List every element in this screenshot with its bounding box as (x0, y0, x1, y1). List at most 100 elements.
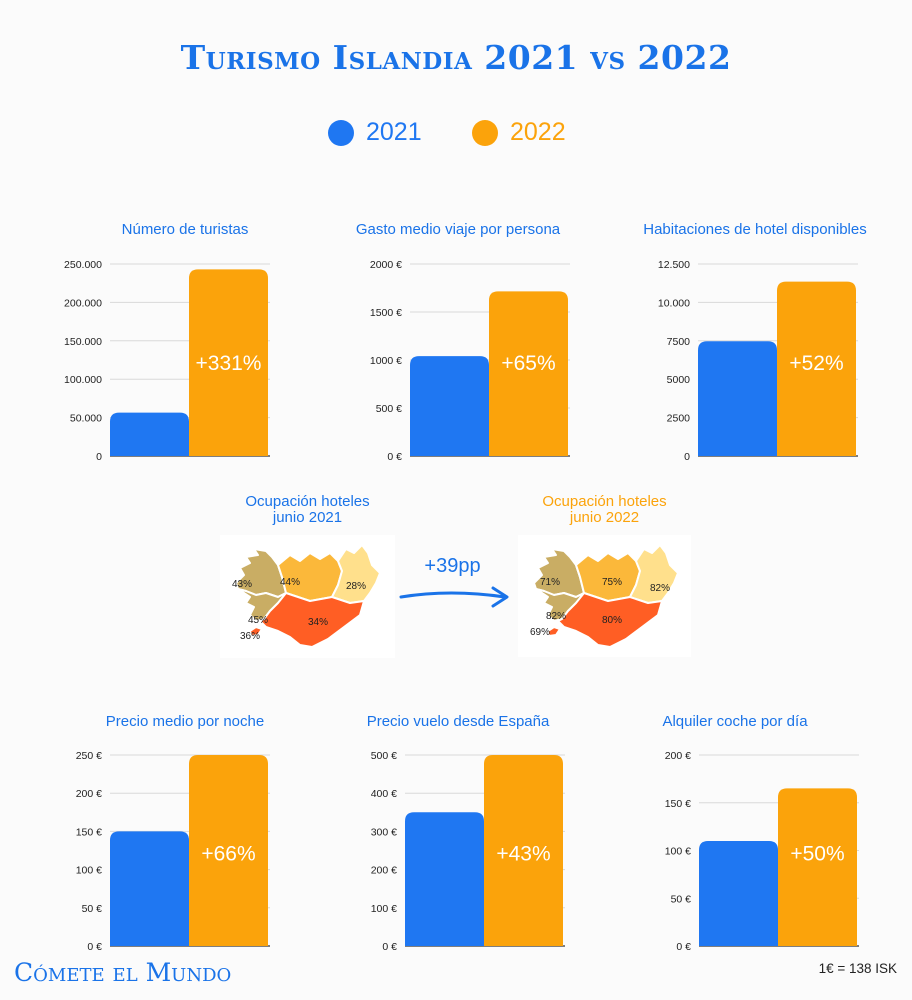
bar-2022 (189, 269, 268, 456)
y-tick-label: 50.000 (70, 413, 102, 425)
y-tick-label: 100 € (665, 846, 691, 858)
legend-swatch-2021 (328, 119, 354, 146)
legend-swatch-2022 (472, 119, 498, 146)
chart-plot: 0 € 500 € 1000 € 1500 € 2000 € +65% (370, 259, 570, 463)
y-tick-label: 200 € (665, 750, 691, 762)
y-tick-label: 10.000 (658, 297, 690, 309)
map-delta-label: +39pp (424, 555, 481, 577)
iceland-map-2022: 71% 75% 82% 82% 80% 69% (518, 535, 691, 657)
legend-label-2021: 2021 (366, 118, 422, 146)
legend: 2021 2022 (0, 118, 912, 158)
map-region-south (557, 592, 663, 648)
map-region-southwest (547, 626, 561, 637)
bar-2021 (110, 831, 189, 946)
y-tick-label: 1500 € (370, 307, 402, 319)
y-tick-label: 12.500 (658, 259, 690, 271)
y-tick-label: 0 € (87, 941, 102, 953)
y-tick-label: 250 € (76, 750, 102, 762)
chart-precio-vuelo: Precio vuelo desde España 0 € 100 € 200 € 3… (313, 713, 603, 963)
legend-label-2022: 2022 (510, 118, 566, 146)
y-tick-label: 0 € (387, 451, 402, 463)
y-tick-label: 2500 (667, 413, 691, 425)
y-tick-label: 5000 (667, 374, 691, 386)
y-tick-label: 100.000 (64, 374, 102, 386)
y-tick-label: 0 € (382, 941, 397, 953)
map-region-label-south: 34% (308, 617, 328, 628)
chart-plot: 0 50.000 100.000 150.000 200.000 250.000 +331% (64, 259, 270, 463)
chart-title: Número de turistas (121, 221, 249, 238)
map-2021-block: Ocupación hoteles junio 2021 (220, 494, 395, 526)
page-title: Turismo Islandia 2021 vs 2022 (180, 38, 732, 77)
change-label: +50% (790, 843, 844, 866)
iceland-map-2021: 43% 44% 28% 45% 34% 36% (220, 535, 395, 658)
chart-title: Habitaciones de hotel disponibles (643, 221, 867, 238)
y-tick-label: 0 (684, 451, 690, 463)
map-region-southwest (249, 626, 263, 637)
map-title-line1: Ocupación hoteles (245, 493, 370, 510)
change-label: +331% (196, 352, 262, 375)
y-tick-label: 150 € (76, 826, 102, 838)
y-tick-label: 250.000 (64, 259, 102, 271)
y-tick-label: 0 € (676, 941, 691, 953)
map-region-label-southwest: 36% (240, 631, 260, 642)
map-region-label-northwest: 71% (540, 577, 560, 588)
map-region-label-north: 75% (602, 577, 622, 588)
chart-title: Precio medio por noche (105, 713, 265, 730)
bar-2022 (189, 755, 268, 946)
map-title-2022: Ocupación hoteles junio 2022 (518, 494, 691, 526)
map-region-label-southwest: 69% (530, 627, 550, 638)
y-tick-label: 2000 € (370, 259, 402, 271)
exchange-rate-note: 1€ = 138 ISK (818, 961, 897, 976)
legend-item-2022: 2022 (472, 118, 566, 147)
y-tick-label: 100 € (76, 865, 102, 877)
map-region-label-north: 44% (280, 577, 300, 588)
bar-2021 (698, 341, 777, 456)
legend-item-2021: 2021 (328, 118, 422, 147)
bar-2022 (489, 291, 568, 456)
map-region-label-south: 80% (602, 615, 622, 626)
change-label: +66% (201, 843, 255, 866)
map-title-2021: Ocupación hoteles junio 2021 (220, 494, 395, 526)
y-tick-label: 50 € (671, 893, 692, 905)
map-region-label-northwest: 43% (232, 579, 252, 590)
y-tick-label: 7500 (667, 336, 691, 348)
bar-2021 (110, 412, 189, 456)
chart-plot: 0 2500 5000 7500 10.000 12.500 +52% (658, 259, 858, 463)
bar-2022 (778, 788, 857, 946)
chart-numero-turistas: Número de turistas 0 50.000 100.000 150.000… (40, 221, 330, 471)
map-region-label-east: 28% (346, 581, 366, 592)
map-region-label-west: 82% (546, 611, 566, 622)
chart-title: Alquiler coche por día (662, 713, 808, 730)
change-label: +65% (501, 352, 555, 375)
map-region-east (331, 544, 381, 604)
change-label: +52% (789, 352, 843, 375)
chart-title: Precio vuelo desde España (366, 713, 550, 730)
chart-plot: 0 € 50 € 100 € 150 € 200 € 250 € +66% (76, 750, 270, 953)
bar-2021 (699, 840, 778, 946)
map-region-east (629, 544, 679, 604)
y-tick-label: 500 € (376, 403, 402, 415)
y-tick-label: 100 € (371, 903, 397, 915)
chart-alquiler-coche: Alquiler coche por día 0 € 50 € 100 € 150 €… (590, 713, 880, 963)
map-title-line2: junio 2022 (569, 509, 640, 526)
y-tick-label: 500 € (371, 750, 397, 762)
arrow-right-icon (399, 586, 509, 608)
y-tick-label: 300 € (371, 826, 397, 838)
iceland-map-svg: 71% 75% 82% 82% 80% 69% (530, 544, 679, 648)
bar-2021 (410, 356, 489, 456)
map-2022-block: Ocupación hoteles junio 2022 (518, 494, 691, 526)
brand-name: Cómete el Mundo (14, 958, 232, 987)
map-region-label-east: 82% (650, 583, 670, 594)
chart-plot: 0 € 100 € 200 € 300 € 400 € 500 € +43% (371, 750, 565, 953)
y-tick-label: 150.000 (64, 336, 102, 348)
brand-logo: Cómete el Mundo (14, 958, 231, 987)
y-tick-label: 150 € (665, 798, 691, 810)
bar-2022 (484, 755, 563, 946)
bar-2021 (405, 812, 484, 946)
y-tick-label: 400 € (371, 788, 397, 800)
map-region-label-west: 45% (248, 615, 268, 626)
change-arrow: +39pp (395, 555, 520, 625)
y-tick-label: 200.000 (64, 297, 102, 309)
chart-gasto-medio: Gasto medio viaje por persona 0 € 500 € 10… (313, 221, 603, 471)
map-region-south (259, 592, 365, 648)
